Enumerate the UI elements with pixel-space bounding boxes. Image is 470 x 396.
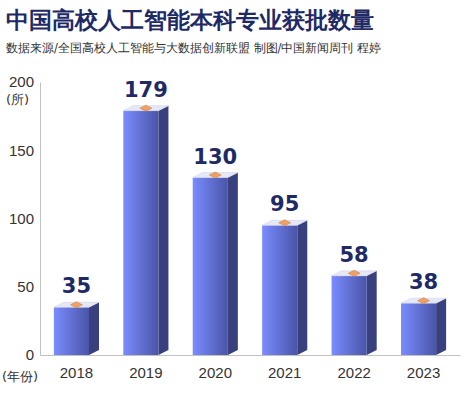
bar-top <box>332 271 377 276</box>
x-tick-label: 2020 <box>199 364 232 381</box>
bar <box>123 111 158 355</box>
y-tick: 150 <box>9 142 40 159</box>
bar-top <box>401 298 446 303</box>
x-tick-label: 2021 <box>268 364 301 381</box>
x-tick-label: 2019 <box>129 364 162 381</box>
bar-group <box>332 270 377 355</box>
y-tick-label: 0 <box>26 346 34 363</box>
bars <box>54 105 446 355</box>
bar-chip <box>418 298 430 304</box>
y-tick: 200 <box>9 73 40 90</box>
data-label: 130 <box>193 145 237 169</box>
bar-chip <box>279 220 291 226</box>
x-tick: 2018 <box>60 355 93 381</box>
y-axis: 0 50 100 150 200 <box>9 73 41 363</box>
bar <box>54 307 89 355</box>
bar-top <box>193 173 238 178</box>
x-tick: 2023 <box>407 355 440 381</box>
bar-side <box>297 220 307 355</box>
bar-top <box>123 106 168 111</box>
bar-side <box>436 298 446 355</box>
y-label: (所) <box>6 92 29 107</box>
bar-side <box>367 271 377 355</box>
bar-chip <box>209 172 221 178</box>
subtitle: 数据来源/全国高校人工智能与大数据创新联盟 制图/中国新闻周刊 程婷 <box>6 41 381 55</box>
y-axis-line <box>40 83 41 356</box>
x-tick: 2019 <box>129 355 162 381</box>
y-tick-label: 50 <box>17 278 34 295</box>
bar <box>401 303 436 355</box>
y-tick: 100 <box>9 210 40 227</box>
x-axis-line <box>41 355 461 356</box>
bar-group <box>401 298 446 355</box>
bar-group <box>123 105 168 355</box>
x-tick: 2021 <box>268 355 301 381</box>
x-tick-label: 2018 <box>60 364 93 381</box>
bar-top <box>54 302 99 307</box>
title: 中国高校人工智能本科专业获批数量 <box>6 7 374 33</box>
data-label: 35 <box>62 274 91 298</box>
data-label: 179 <box>124 78 168 102</box>
bar-chip <box>140 105 152 111</box>
y-tick-label: 200 <box>9 73 34 90</box>
x-tick: 2020 <box>199 355 232 381</box>
y-tick: 50 <box>17 278 40 295</box>
data-label: 58 <box>340 243 369 267</box>
bar <box>193 178 228 355</box>
bar-top <box>262 220 307 225</box>
x-tick-label: 2022 <box>337 364 370 381</box>
data-label: 38 <box>409 270 438 294</box>
bar-side <box>89 302 99 355</box>
bar-chip <box>70 302 82 308</box>
bar-chip <box>348 270 360 276</box>
bar-group <box>193 172 238 355</box>
bar <box>332 276 367 355</box>
bar-group <box>54 302 99 355</box>
data-label: 95 <box>270 192 299 216</box>
bar-side <box>228 173 238 355</box>
x-axis: 2018 2019 2020 2021 2022 2023 <box>41 355 461 381</box>
y-tick-label: 150 <box>9 142 34 159</box>
x-tick: 2022 <box>337 355 370 381</box>
x-tick-label: 2023 <box>407 364 440 381</box>
x-label: (年份) <box>2 369 38 384</box>
data-labels: 35 179 130 95 58 38 <box>62 78 438 299</box>
bar-side <box>158 106 168 355</box>
bar <box>262 225 297 355</box>
y-tick-label: 100 <box>9 210 34 227</box>
bar-group <box>262 220 307 355</box>
y-tick: 0 <box>26 346 40 363</box>
